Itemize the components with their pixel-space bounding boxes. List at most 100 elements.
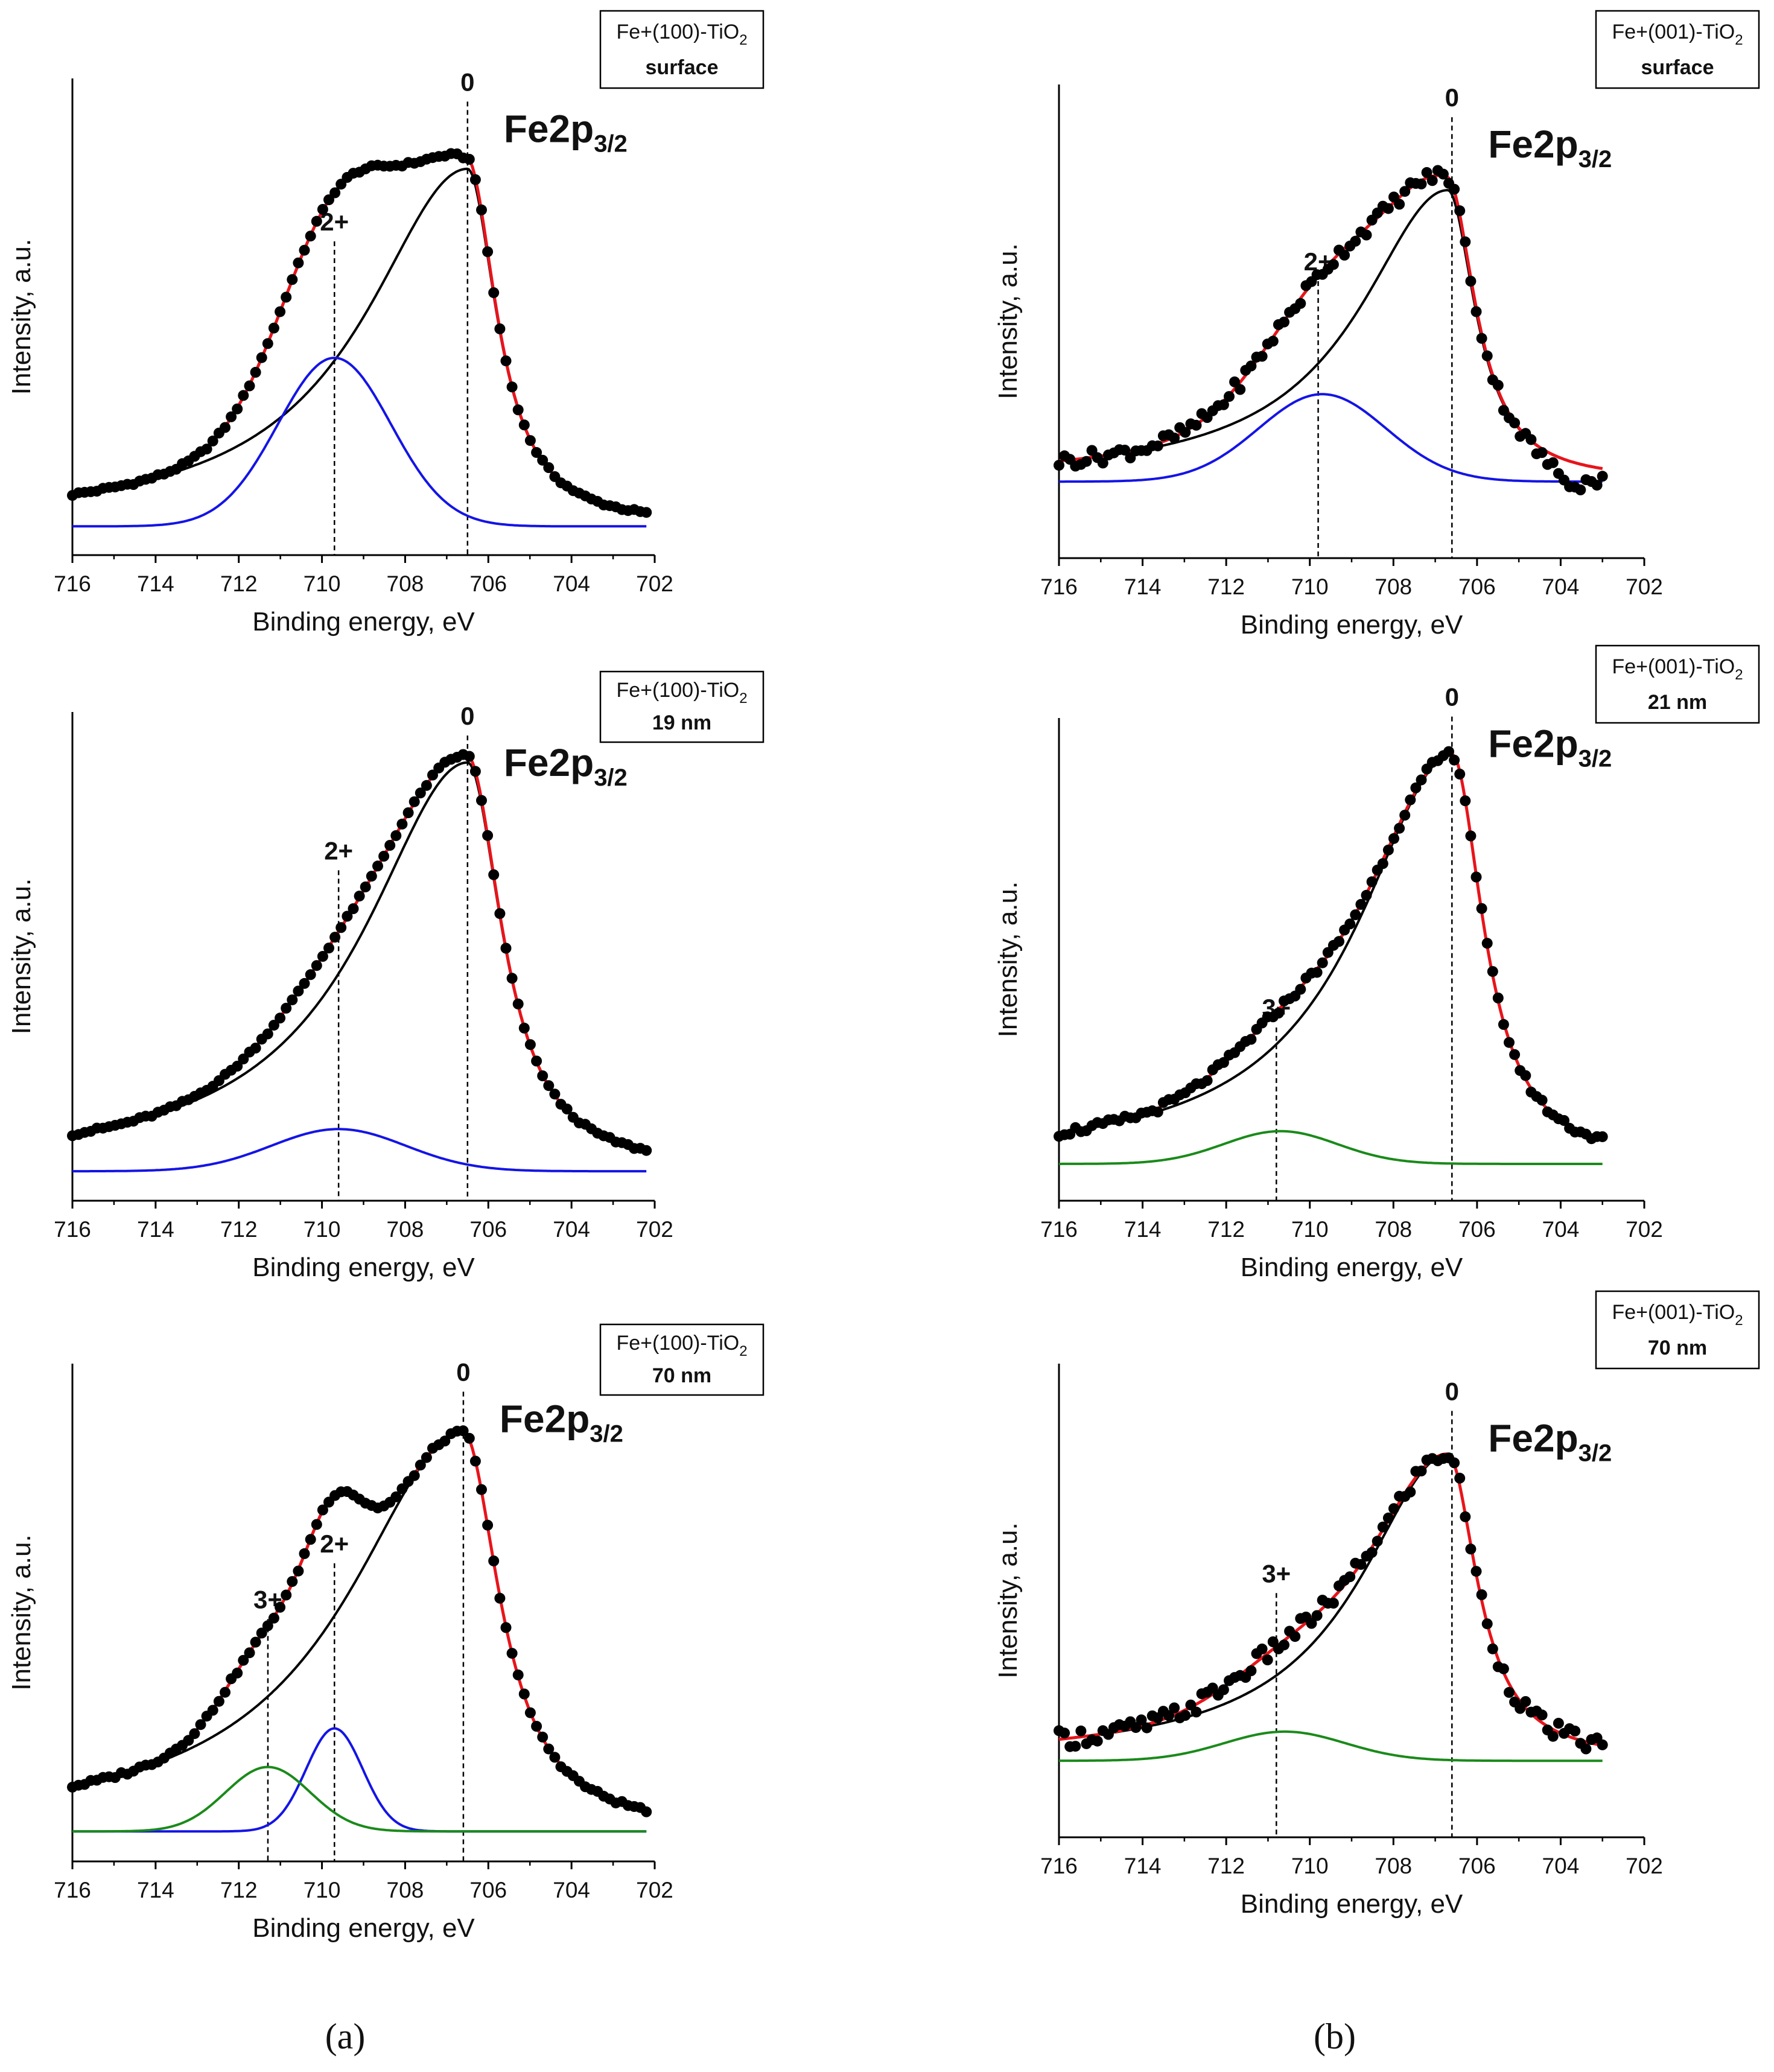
data-point [1339, 249, 1350, 261]
x-tick-label: 714 [137, 1217, 174, 1242]
spectrum-label-subscript: 3/2 [1578, 1440, 1612, 1466]
data-point [1191, 1706, 1202, 1718]
data-point [268, 1612, 279, 1624]
x-tick-label: 708 [387, 1217, 424, 1242]
data-point [1382, 844, 1394, 856]
data-point [1256, 351, 1268, 362]
spectrum-label: Fe2p3/2 [1488, 122, 1612, 173]
data-point [494, 908, 506, 920]
x-tick-label: 706 [1458, 1854, 1496, 1878]
data-point [531, 1721, 542, 1732]
data-point [1141, 1722, 1152, 1734]
spectrum-label-main: Fe2p [1488, 722, 1578, 766]
sample-legend-box: Fe+(100)-TiO2 70 nm [599, 1323, 765, 1396]
x-tick-label: 708 [387, 1878, 424, 1902]
x-tick-label: 706 [469, 1878, 507, 1902]
data-point [1350, 235, 1361, 247]
component-curve-2plus [72, 1128, 647, 1173]
data-point [512, 404, 524, 416]
data-point [226, 411, 237, 422]
data-point [275, 1012, 286, 1024]
data-point [1366, 1546, 1378, 1558]
data-point [1597, 1739, 1608, 1750]
data-point [488, 287, 500, 299]
data-point [1536, 1095, 1548, 1106]
spectrum-label: Fe2p3/2 [504, 107, 628, 157]
data-point [1059, 1727, 1070, 1739]
data-point [311, 960, 322, 971]
component-curve-0 [72, 167, 647, 514]
data-point [244, 1647, 255, 1659]
data-point [1580, 1743, 1592, 1755]
data-point [482, 830, 494, 841]
sample-condition: 70 nm [652, 1364, 711, 1387]
data-point [213, 1695, 224, 1707]
x-tick-label: 710 [1291, 1217, 1329, 1242]
panel-caption-b: (b) [1314, 2016, 1356, 2056]
sample-title-main: Fe+(001)-TiO [1612, 655, 1735, 678]
data-point [1311, 967, 1323, 978]
legend-frame [599, 1323, 765, 1396]
data-point [1487, 966, 1498, 977]
data-point [232, 403, 243, 415]
x-tick-label: 710 [1291, 1854, 1329, 1878]
x-tick-label: 706 [1458, 574, 1496, 599]
data-point [1454, 1472, 1466, 1484]
data-point [1372, 1536, 1383, 1547]
fit-envelope [1058, 174, 1603, 471]
data-point [537, 1070, 548, 1081]
x-tick-label: 704 [553, 571, 590, 596]
data-point [1460, 795, 1471, 807]
data-point [1224, 391, 1235, 402]
spectrum-label-subscript: 3/2 [590, 1420, 623, 1447]
spectrum-label-main: Fe2p [1488, 122, 1578, 166]
data-point [1481, 1618, 1493, 1630]
x-tick-label: 714 [1124, 574, 1162, 599]
data-point [1416, 774, 1427, 786]
sample-condition: 70 nm [1648, 1336, 1707, 1359]
data-point [463, 751, 475, 762]
data-point [1366, 876, 1378, 888]
sample-title-subscript: 2 [739, 1343, 747, 1359]
data-point [1460, 1511, 1471, 1522]
sample-legend-box: Fe+(100)-TiO2 19 nm [599, 670, 765, 743]
state-marker-label: 2+ [320, 1530, 349, 1558]
data-point [1279, 316, 1289, 328]
x-tick-label: 712 [1207, 574, 1245, 599]
data-point [1130, 1722, 1142, 1734]
data-point [1377, 858, 1388, 869]
data-point [1267, 335, 1279, 347]
data-point [1569, 1725, 1581, 1737]
data-point [1476, 332, 1487, 344]
data-point [317, 1504, 328, 1516]
component-curve-2plus [1059, 393, 1603, 483]
data-point [476, 1484, 487, 1495]
x-tick-label: 708 [1375, 1217, 1412, 1242]
sample-legend-box: Fe+(100)-TiO2 surface [599, 10, 765, 89]
data-point [415, 787, 426, 799]
component-curve-2plus [72, 1727, 647, 1833]
data-point [543, 462, 555, 473]
data-point [238, 1654, 249, 1666]
x-tick-label: 708 [387, 571, 424, 596]
data-point [1470, 871, 1482, 883]
data-point [1344, 918, 1356, 930]
data-point [524, 1039, 536, 1050]
data-point [1119, 445, 1131, 456]
component-curve-2plus [72, 357, 647, 528]
sample-title-subscript: 2 [739, 690, 747, 707]
data-point [1327, 1598, 1339, 1609]
data-point [1229, 376, 1241, 387]
data-point [1306, 1618, 1317, 1629]
data-point [1152, 440, 1163, 452]
sample-title-main: Fe+(001)-TiO [1612, 1301, 1735, 1324]
x-tick-label: 712 [220, 571, 258, 596]
data-point [1163, 1710, 1174, 1721]
data-point [531, 1055, 542, 1067]
component-curve-3plus [1059, 1130, 1603, 1165]
data-point [354, 891, 365, 902]
x-tick-label: 712 [1207, 1217, 1245, 1242]
data-point [287, 994, 298, 1006]
fit-envelope [72, 754, 647, 1152]
